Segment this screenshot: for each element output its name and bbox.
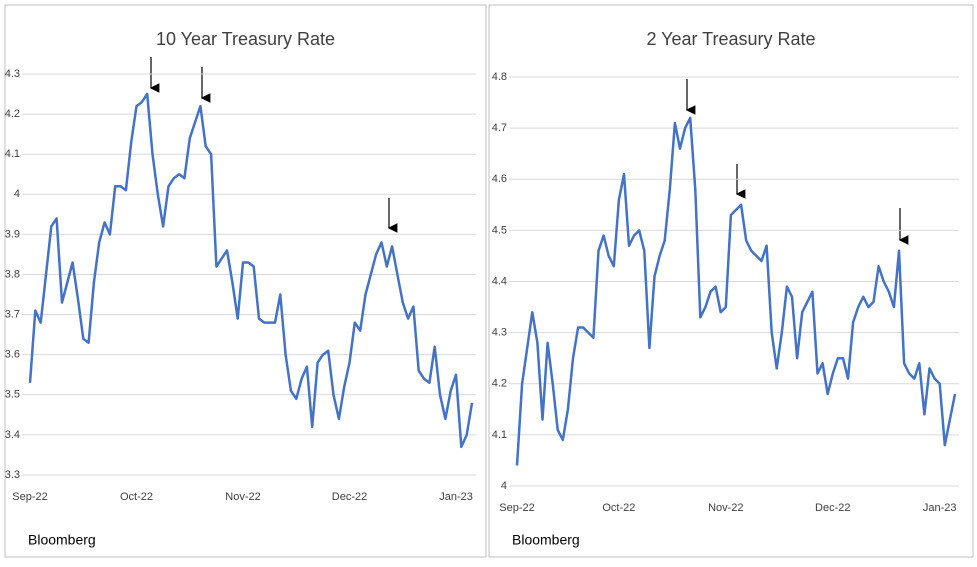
x-tick-label: Jan-23 — [923, 502, 957, 514]
chart-title: 10 Year Treasury Rate — [156, 29, 335, 49]
source: Bloomberg — [512, 532, 580, 548]
y-tick-label: 4.5 — [492, 224, 507, 236]
y-tick-label: 4.7 — [492, 122, 507, 134]
y-tick-label: 4.6 — [492, 173, 507, 185]
y-tick-label: 4.1 — [492, 429, 507, 441]
y-tick-label: 4.1 — [5, 148, 20, 160]
panel — [4, 4, 487, 558]
x-tick-label: Dec-22 — [815, 502, 850, 514]
y-tick-label: 4 — [501, 480, 507, 492]
y-tick-label: 4.4 — [492, 275, 507, 287]
x-tick-label: Sep-22 — [12, 491, 47, 503]
y-tick-label: 3.6 — [5, 349, 20, 361]
y-tick-label: 3.8 — [5, 268, 20, 280]
y-tick-label: 4.8 — [492, 71, 507, 83]
y-tick-label: 4.2 — [5, 108, 20, 120]
y-tick-label: 4 — [14, 188, 20, 200]
y-tick-label: 4.3 — [5, 68, 20, 80]
y-tick-label: 4.3 — [492, 327, 507, 339]
x-tick-label: Nov-22 — [708, 502, 743, 514]
x-tick-label: Nov-22 — [225, 491, 260, 503]
y-tick-label: 3.4 — [5, 429, 20, 441]
y-tick-label: 3.3 — [5, 469, 20, 481]
y-tick-label: 4.2 — [492, 378, 507, 390]
y-tick-label: 3.9 — [5, 228, 20, 240]
y-tick-label: 3.7 — [5, 309, 20, 321]
y-tick-label: 3.5 — [5, 389, 20, 401]
line — [28, 92, 474, 449]
x-tick-label: Oct-22 — [602, 502, 635, 514]
x-tick-label: Oct-22 — [120, 491, 153, 503]
line — [515, 116, 957, 466]
x-tick-label: Sep-22 — [499, 502, 534, 514]
x-tick-label: Jan-23 — [439, 491, 473, 503]
source: Bloomberg — [28, 532, 96, 548]
chart-title: 2 Year Treasury Rate — [646, 29, 815, 49]
x-tick-label: Dec-22 — [332, 491, 367, 503]
